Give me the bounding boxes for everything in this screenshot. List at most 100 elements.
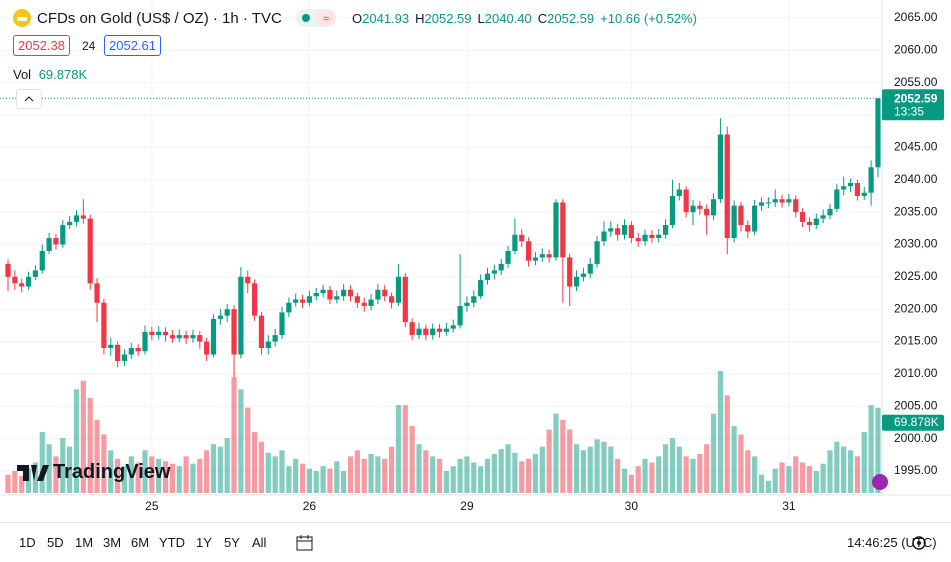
alert-icon[interactable] <box>872 474 888 490</box>
candle-body <box>135 348 141 352</box>
range-button[interactable]: 5Y <box>224 535 240 550</box>
range-button[interactable]: All <box>252 535 267 550</box>
candle-body <box>621 225 628 235</box>
volume-bar <box>628 474 634 493</box>
ohlc-label: L <box>477 11 485 26</box>
volume-bar <box>793 456 799 493</box>
volume-bar <box>183 456 189 493</box>
candle-body <box>238 276 244 355</box>
volume-bar <box>108 450 114 493</box>
candle-body <box>341 289 347 297</box>
candle-body <box>19 283 25 287</box>
candle-body <box>875 98 881 168</box>
candle-body <box>149 331 155 336</box>
candle-body <box>334 296 340 300</box>
ohlc-label: O <box>352 11 363 26</box>
volume-bar <box>813 471 819 493</box>
candle-body <box>772 199 778 203</box>
volume-bar <box>484 458 491 493</box>
candle-body <box>573 276 580 287</box>
volume-bar <box>847 450 854 493</box>
volume-bar <box>512 452 518 493</box>
volume-bar <box>320 466 326 493</box>
volume-bar <box>121 466 128 493</box>
volume-bar <box>73 389 80 493</box>
last-price-label: 2052.59 <box>894 91 938 105</box>
candle-body <box>190 335 196 339</box>
market-status[interactable]: ≈ <box>295 9 336 27</box>
candle-body <box>286 302 292 313</box>
volume-bar <box>286 466 292 493</box>
ask-price[interactable]: 2052.61 <box>104 35 161 56</box>
volume-bar <box>546 429 552 493</box>
volume-bar <box>327 468 333 493</box>
ohlc-value: 2040.40 <box>484 11 532 26</box>
volume-bar <box>642 458 648 493</box>
candle-body <box>642 234 648 242</box>
bid-price[interactable]: 2052.38 <box>13 35 70 56</box>
volume-bar <box>210 444 217 493</box>
candle-body <box>710 199 717 216</box>
volume-bar <box>580 450 586 493</box>
volume-bar <box>5 474 11 493</box>
range-button[interactable]: 6M <box>131 535 150 550</box>
volume-bar <box>443 471 449 493</box>
volume-bar <box>827 450 833 493</box>
range-button[interactable]: 3M <box>103 535 122 550</box>
volume-bar <box>258 441 265 493</box>
collapse-button[interactable] <box>16 89 42 109</box>
volume-bar <box>656 456 662 493</box>
volume-bar <box>389 446 395 493</box>
settings-icon[interactable] <box>909 533 929 553</box>
candle-body <box>73 215 80 222</box>
candle-body <box>395 276 402 303</box>
volume-bar <box>505 444 511 493</box>
volume-bar <box>382 458 388 493</box>
candle-body <box>409 322 415 336</box>
candle-body <box>484 273 491 281</box>
candle-body <box>731 205 737 239</box>
y-tick-label: 2010.00 <box>894 366 938 380</box>
candle-body <box>560 202 566 258</box>
candle-body <box>580 273 586 277</box>
toolbar: 14:46:25 (UTC) 1D 5D 1M 3M 6M YTD 1Y 5Y All <box>0 522 951 562</box>
logo-mark <box>17 464 49 481</box>
candle-body <box>683 189 689 213</box>
candle-body <box>361 302 367 306</box>
candle-body <box>142 331 148 352</box>
volume-bar <box>231 377 237 493</box>
candle-body <box>779 199 785 203</box>
volume-bar <box>115 458 121 493</box>
candle-body <box>635 238 641 242</box>
candle-body <box>834 189 840 209</box>
volume-bar <box>169 463 175 493</box>
candle-body <box>108 344 114 349</box>
volume-bar <box>491 453 497 493</box>
candle-body <box>162 331 169 336</box>
range-button[interactable]: 5D <box>47 535 64 550</box>
candle-body <box>553 202 559 258</box>
candle-body <box>416 328 422 336</box>
candle-body <box>793 199 799 213</box>
symbol-title: CFDs on Gold (US$ / OZ) · 1h · TVC <box>37 9 282 27</box>
range-button[interactable]: 1Y <box>196 535 212 550</box>
volume-bar <box>786 466 792 493</box>
candle-body <box>183 335 189 339</box>
volume-bar <box>101 434 107 493</box>
x-tick-label: 25 <box>145 499 159 513</box>
volume-bar <box>135 462 141 493</box>
date-range-icon[interactable] <box>295 533 315 553</box>
countdown-label: 13:35 <box>894 104 924 118</box>
candle-body <box>478 280 484 297</box>
range-button[interactable]: YTD <box>159 535 185 550</box>
candle-body <box>608 228 614 232</box>
last-price-box <box>882 89 944 121</box>
volume-bar <box>478 466 484 493</box>
range-button[interactable]: 1D <box>19 535 36 550</box>
volume-bar <box>423 450 429 493</box>
volume-bar <box>464 456 470 493</box>
candle-body <box>498 263 504 271</box>
volume-bar <box>39 432 45 493</box>
range-button[interactable]: 1M <box>75 535 94 550</box>
volume-bar <box>697 453 703 493</box>
